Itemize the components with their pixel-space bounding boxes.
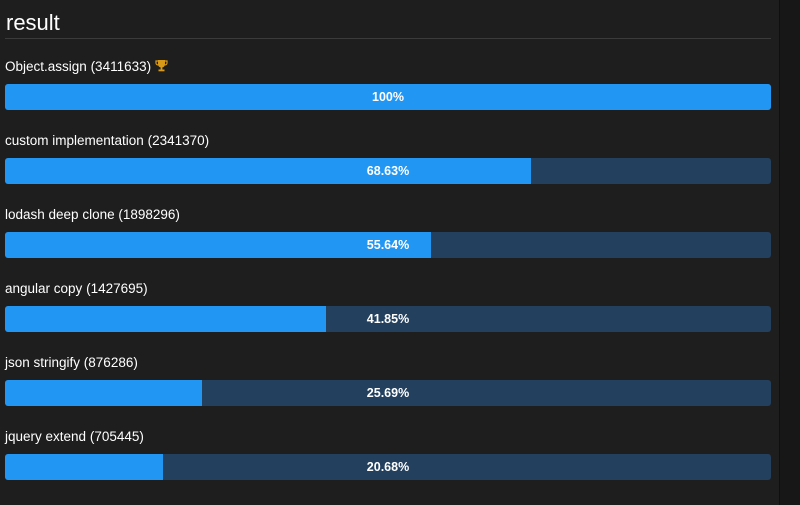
result-ops: (705445)	[89, 429, 144, 444]
result-bar-fill	[5, 158, 531, 184]
result-percent: 20.68%	[366, 460, 410, 474]
result-bar-fill	[5, 232, 432, 258]
result-item: jquery extend (705445) 20.68%	[5, 426, 771, 500]
result-bar: 55.64%	[5, 232, 771, 258]
heading-divider	[5, 38, 771, 39]
result-bar-fill	[5, 84, 771, 110]
result-bar: 100%	[5, 84, 771, 110]
result-name: custom implementation	[5, 133, 144, 148]
result-name: Object.assign	[5, 59, 87, 74]
result-item: lodash deep clone (1898296) 55.64%	[5, 204, 771, 278]
result-bar: 41.85%	[5, 306, 771, 332]
result-bar: 25.69%	[5, 380, 771, 406]
result-ops: (2341370)	[147, 133, 210, 148]
result-name: lodash deep clone	[5, 207, 115, 222]
result-panel: result Object.assign (3411633) 100% cust…	[5, 10, 771, 500]
result-name: angular copy	[5, 281, 83, 296]
result-label: json stringify (876286)	[5, 354, 138, 372]
result-percent: 55.64%	[366, 238, 410, 252]
result-bar-fill	[5, 306, 326, 332]
result-heading: result	[6, 10, 60, 35]
result-item: angular copy (1427695) 41.85%	[5, 278, 771, 352]
result-name: json stringify	[5, 355, 81, 370]
result-percent: 100%	[372, 90, 404, 104]
result-ops: (1898296)	[118, 207, 180, 222]
result-bar-fill	[5, 454, 164, 480]
result-item: Object.assign (3411633) 100%	[5, 56, 771, 130]
result-bar-fill	[5, 380, 202, 406]
result-name: jquery extend	[5, 429, 87, 444]
result-item: custom implementation (2341370) 68.63%	[5, 130, 771, 204]
trophy-icon	[155, 59, 168, 72]
result-label: custom implementation (2341370)	[5, 132, 209, 150]
right-rail	[779, 0, 800, 505]
result-percent: 41.85%	[366, 312, 410, 326]
result-item: json stringify (876286) 25.69%	[5, 352, 771, 426]
result-label: jquery extend (705445)	[5, 428, 144, 446]
result-label: angular copy (1427695)	[5, 280, 148, 298]
result-percent: 68.63%	[366, 164, 410, 178]
result-label: Object.assign (3411633)	[5, 58, 168, 76]
result-percent: 25.69%	[366, 386, 410, 400]
results-list: Object.assign (3411633) 100% custom impl…	[5, 56, 771, 500]
result-ops: (1427695)	[86, 281, 148, 296]
result-ops: (3411633)	[90, 59, 152, 74]
result-bar: 68.63%	[5, 158, 771, 184]
result-bar: 20.68%	[5, 454, 771, 480]
result-ops: (876286)	[83, 355, 138, 370]
result-label: lodash deep clone (1898296)	[5, 206, 180, 224]
